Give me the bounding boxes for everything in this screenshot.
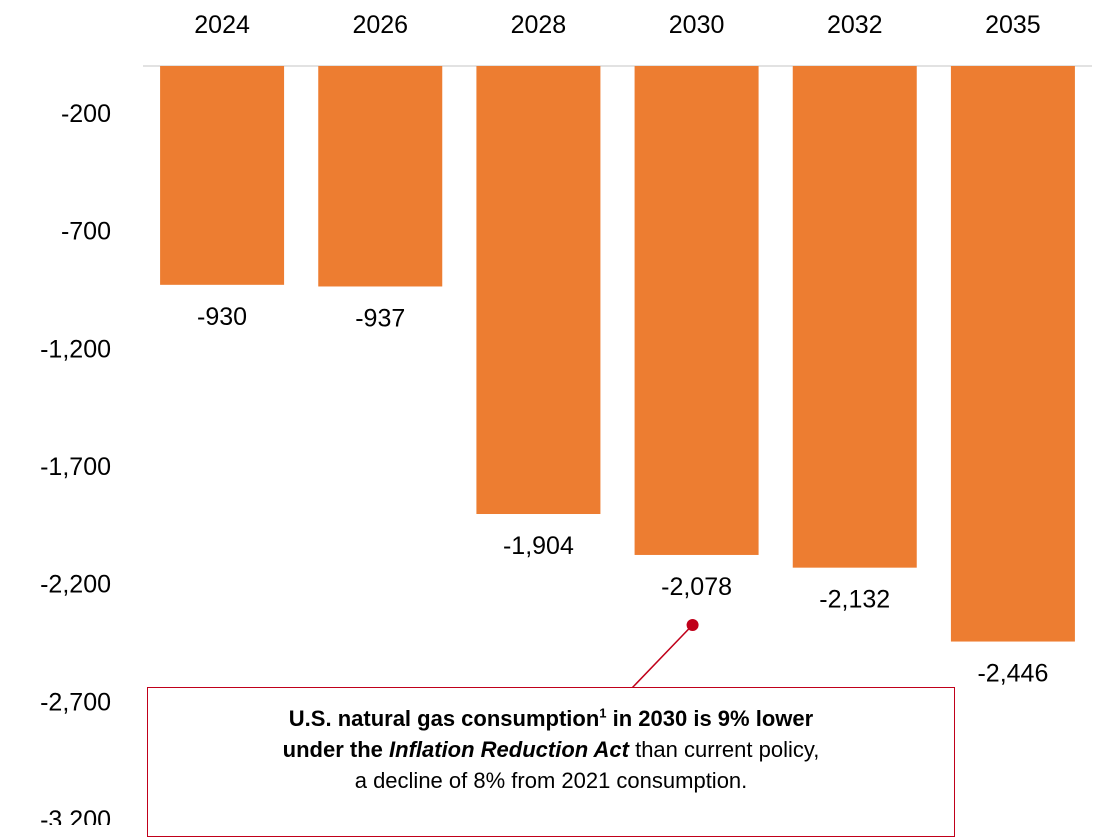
data-label-2035: -2,446 [977, 660, 1048, 688]
y-tick-label: -3,200 [40, 806, 111, 825]
bar-2024 [160, 66, 285, 285]
connector-dot [686, 618, 699, 631]
act-name: Inflation Reduction Act [389, 737, 629, 762]
data-label-2028: -1,904 [503, 532, 574, 560]
data-label-2032: -2,132 [819, 586, 890, 614]
y-tick-label: -200 [61, 100, 111, 128]
annotation-line1-bold: U.S. natural gas consumption [288, 706, 600, 731]
footnote-marker: 1 [599, 705, 607, 721]
category-label-2032: 2032 [827, 11, 883, 39]
data-label-2030: -2,078 [661, 573, 732, 601]
annotation-line-2: under the Inflation Reduction Act than c… [148, 734, 954, 765]
category-label-2028: 2028 [511, 11, 567, 39]
annotation-line2-bold: under the [282, 737, 390, 762]
annotation-line-1: U.S. natural gas consumption1 in 2030 is… [148, 703, 954, 734]
bars-group [160, 66, 1075, 642]
annotation-line2-rest: than current policy, [628, 737, 820, 762]
y-tick-label: -2,200 [40, 571, 111, 599]
bar-2028 [476, 66, 601, 515]
category-label-2026: 2026 [352, 11, 408, 39]
annotation-callout: U.S. natural gas consumption1 in 2030 is… [147, 687, 955, 837]
y-tick-label: -1,700 [40, 453, 111, 481]
category-label-2035: 2035 [985, 11, 1041, 39]
annotation-line-3: a decline of 8% from 2021 consumption. [354, 768, 748, 793]
bar-2032 [792, 66, 917, 568]
category-label-2024: 2024 [194, 11, 250, 39]
y-tick-label: -700 [61, 218, 111, 246]
y-tick-labels-group: -200 -700 -1,200 -1,700 -2,200 -2,700 -3,200 [40, 100, 111, 825]
data-label-2026: -937 [355, 304, 405, 332]
category-label-2030: 2030 [669, 11, 725, 39]
category-labels-group: 2024 2026 2028 2030 2032 2035 [194, 11, 1040, 39]
bar-2026 [318, 66, 443, 287]
data-label-2024: -930 [197, 303, 247, 331]
annotation-line1-bold-end: in 2030 is 9% lower [606, 706, 814, 731]
y-tick-label: -2,700 [40, 688, 111, 716]
callout-connector [631, 618, 699, 689]
bar-2030 [634, 66, 759, 555]
data-labels-group: -930 -937 -1,904 -2,078 -2,132 -2,446 [197, 303, 1048, 688]
y-tick-label: -1,200 [40, 335, 111, 363]
bar-2035 [950, 66, 1075, 642]
connector-line [631, 624, 694, 689]
